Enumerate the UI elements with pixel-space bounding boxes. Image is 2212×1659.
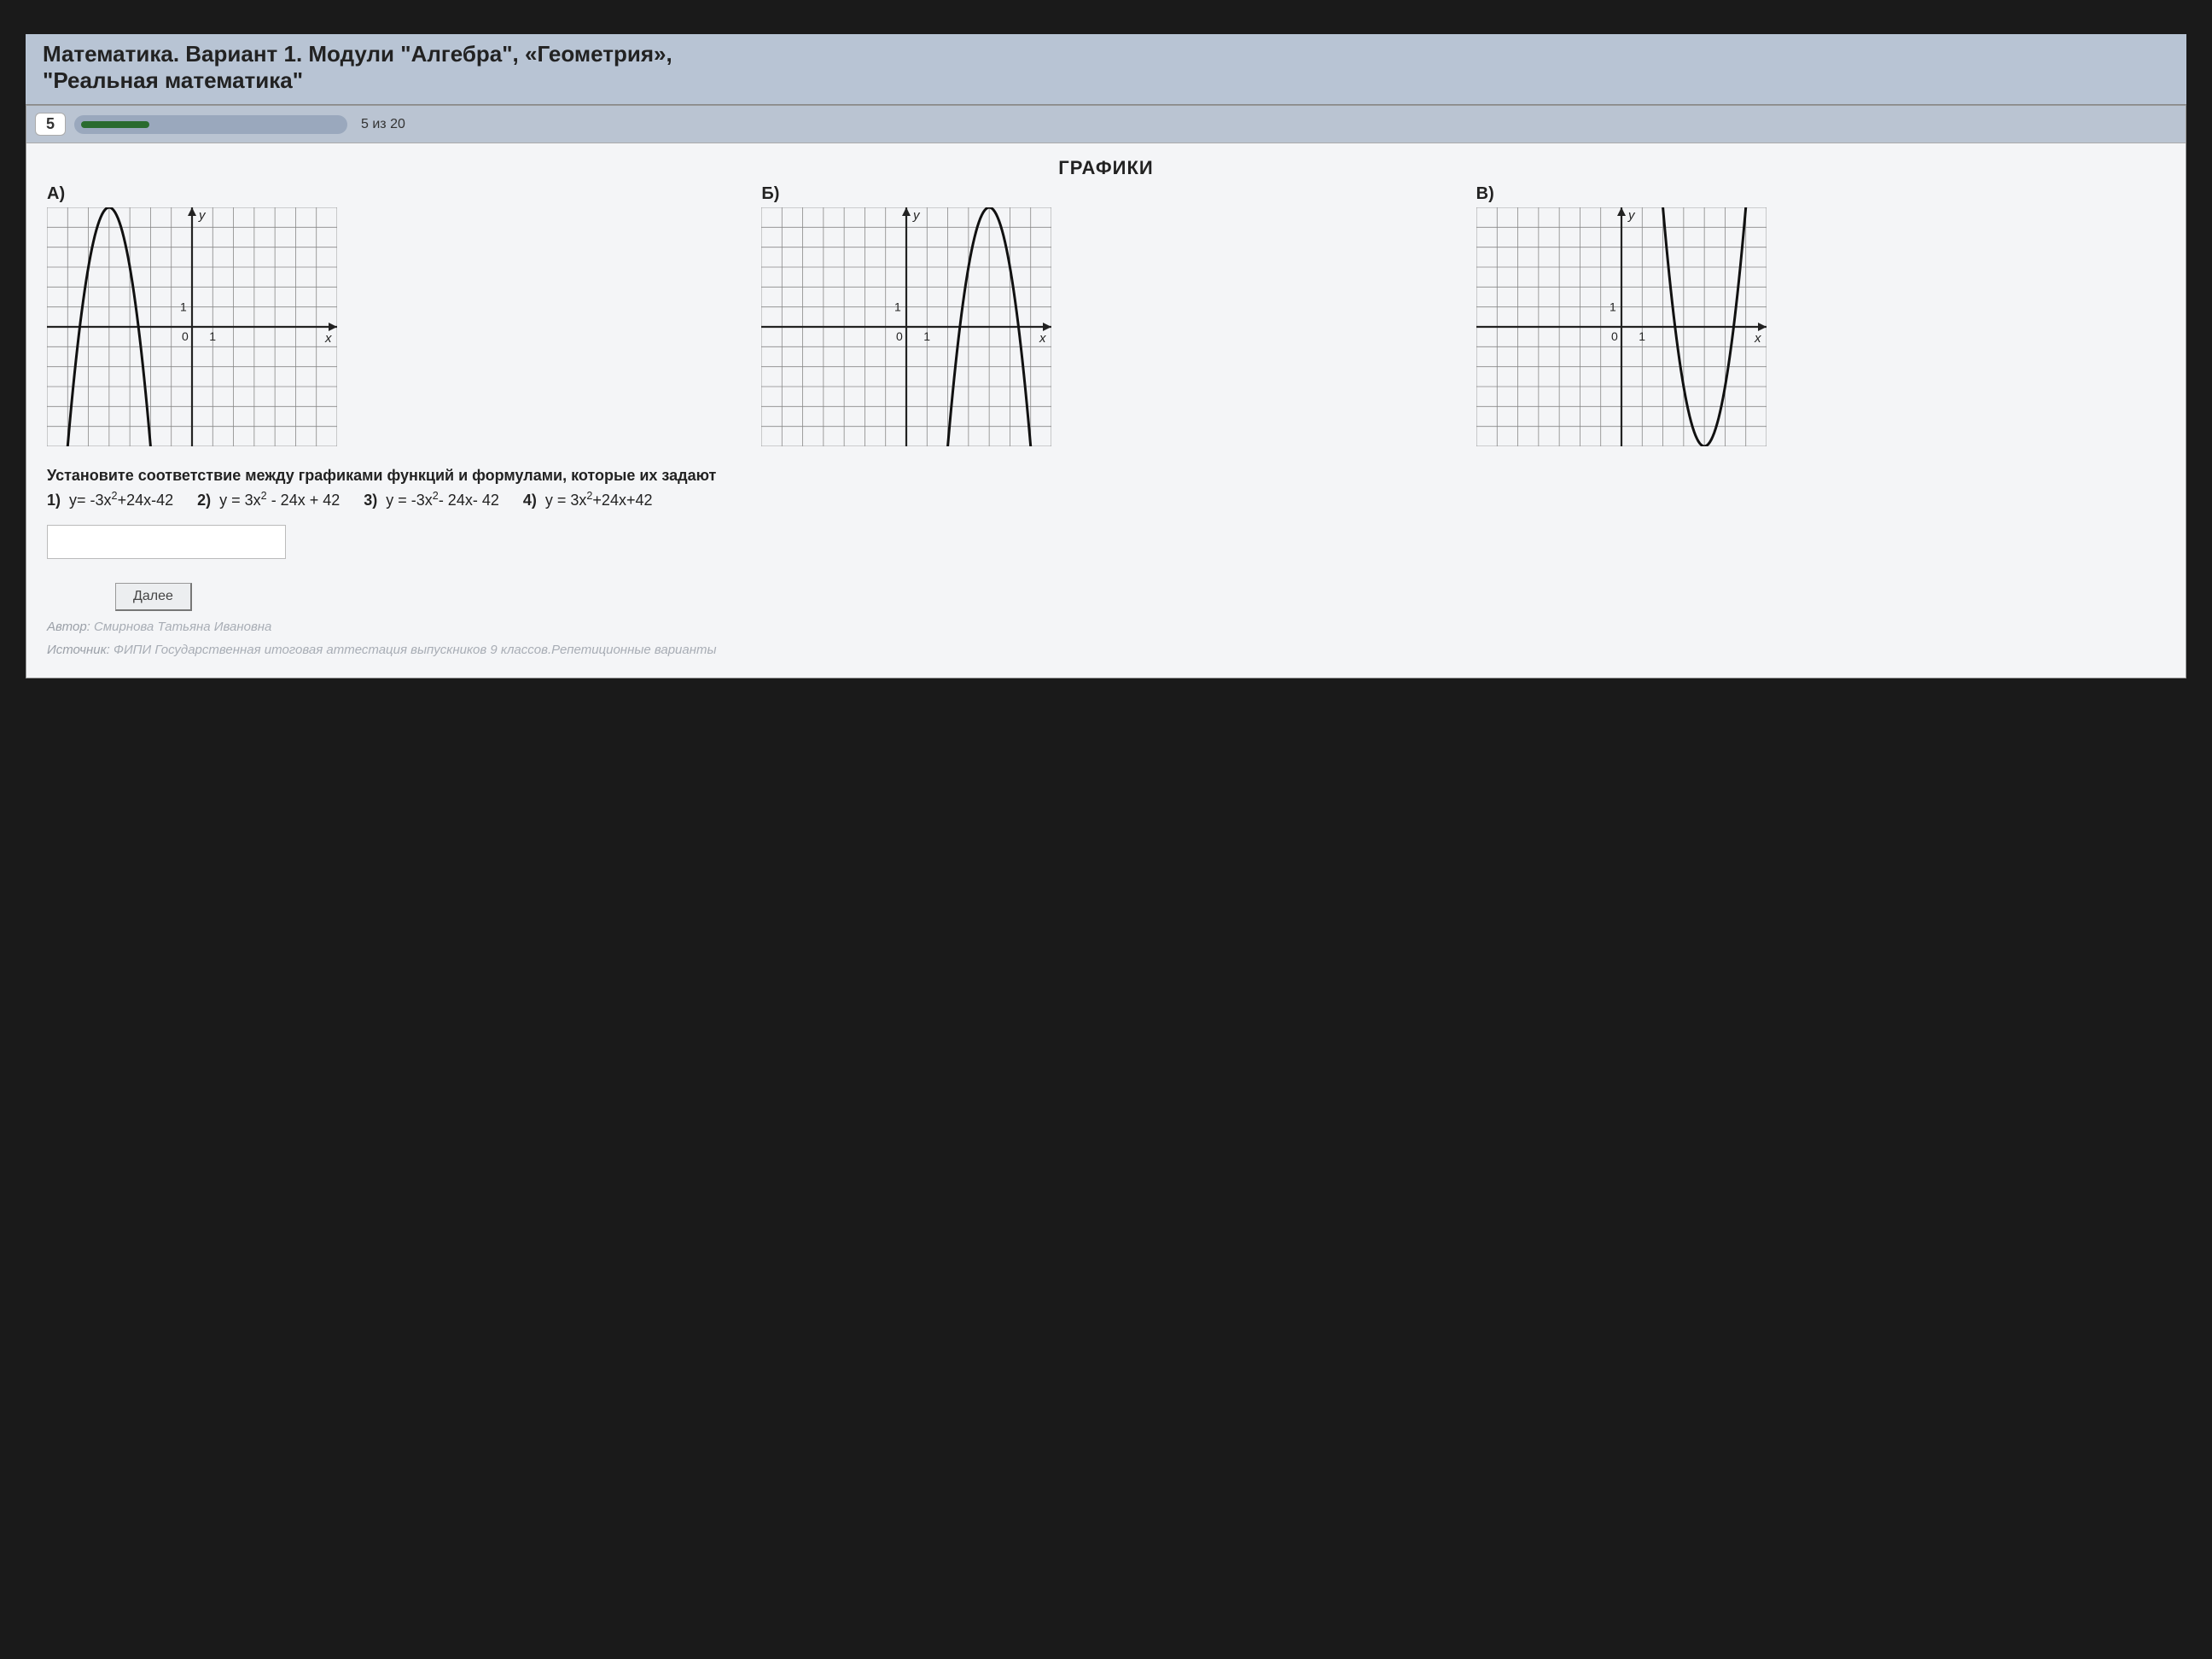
- options-row: 1) y= -3x2+24x-42 2) y = 3x2 - 24x + 42 3)…: [47, 490, 2165, 509]
- page-header: Математика. Вариант 1. Модули "Алгебра",…: [26, 34, 2186, 105]
- author-value: Смирнова Татьяна Ивановна: [94, 620, 271, 634]
- svg-text:y: y: [912, 208, 921, 223]
- content-panel: 5 5 из 20 ГРАФИКИ А) 0 1 1 x y Б) 0 1 1 x y В) 0 1 1 x y …: [26, 105, 2186, 678]
- progress-text: 5 из 20: [361, 117, 405, 132]
- chart-svg-1: 0 1 1 x y: [761, 207, 1450, 446]
- source-row: Источник: ФИПИ Государственная итоговая …: [47, 643, 2165, 657]
- svg-text:0: 0: [1611, 329, 1618, 343]
- progress-bar: [74, 115, 347, 134]
- svg-text:x: x: [1754, 331, 1761, 346]
- progress-bar-row: 5 5 из 20: [26, 106, 2186, 143]
- question-instruction: Установите соответствие между графиками …: [47, 467, 2165, 485]
- option-1: 1) y= -3x2+24x-42: [47, 490, 173, 509]
- header-title-1: Математика. Вариант 1. Модули "Алгебра",…: [43, 41, 672, 67]
- source-value: ФИПИ Государственная итоговая аттестация…: [114, 643, 717, 657]
- source-label: Источник:: [47, 643, 110, 657]
- svg-text:x: x: [1039, 331, 1046, 346]
- chart-label-2: В): [1476, 184, 2165, 204]
- answer-input[interactable]: [47, 525, 286, 559]
- svg-text:x: x: [324, 331, 332, 346]
- author-row: Автор: Смирнова Татьяна Ивановна: [47, 620, 2165, 634]
- chart-block-1: Б) 0 1 1 x y: [761, 184, 1450, 446]
- svg-text:0: 0: [182, 329, 189, 343]
- chart-svg-2: 0 1 1 x y: [1476, 207, 2165, 446]
- svg-text:0: 0: [896, 329, 903, 343]
- svg-text:1: 1: [924, 329, 931, 343]
- chart-block-2: В) 0 1 1 x y: [1476, 184, 2165, 446]
- question-number-badge: 5: [35, 113, 66, 136]
- chart-svg-0: 0 1 1 x y: [47, 207, 736, 446]
- chart-block-0: А) 0 1 1 x y: [47, 184, 736, 446]
- charts-row: А) 0 1 1 x y Б) 0 1 1 x y В) 0 1 1 x y: [47, 184, 2165, 446]
- header-title-2: "Реальная математика": [43, 67, 303, 93]
- option-3: 3) y = -3x2- 24x- 42: [364, 490, 499, 509]
- progress-bar-fill: [81, 121, 149, 128]
- chart-label-1: Б): [761, 184, 1450, 204]
- svg-text:1: 1: [1639, 329, 1645, 343]
- svg-text:1: 1: [1610, 300, 1616, 314]
- option-4: 4) y = 3x2+24x+42: [523, 490, 653, 509]
- svg-text:1: 1: [180, 300, 187, 314]
- next-button[interactable]: Далее: [115, 583, 192, 611]
- option-2: 2) y = 3x2 - 24x + 42: [197, 490, 340, 509]
- question-body: ГРАФИКИ А) 0 1 1 x y Б) 0 1 1 x y В) 0 1 1 x y Установите…: [26, 143, 2186, 678]
- author-label: Автор:: [47, 620, 90, 634]
- svg-text:y: y: [1627, 208, 1636, 223]
- svg-text:y: y: [198, 208, 207, 223]
- svg-text:1: 1: [894, 300, 901, 314]
- chart-label-0: А): [47, 184, 736, 204]
- svg-text:1: 1: [209, 329, 216, 343]
- charts-heading: ГРАФИКИ: [47, 157, 2165, 179]
